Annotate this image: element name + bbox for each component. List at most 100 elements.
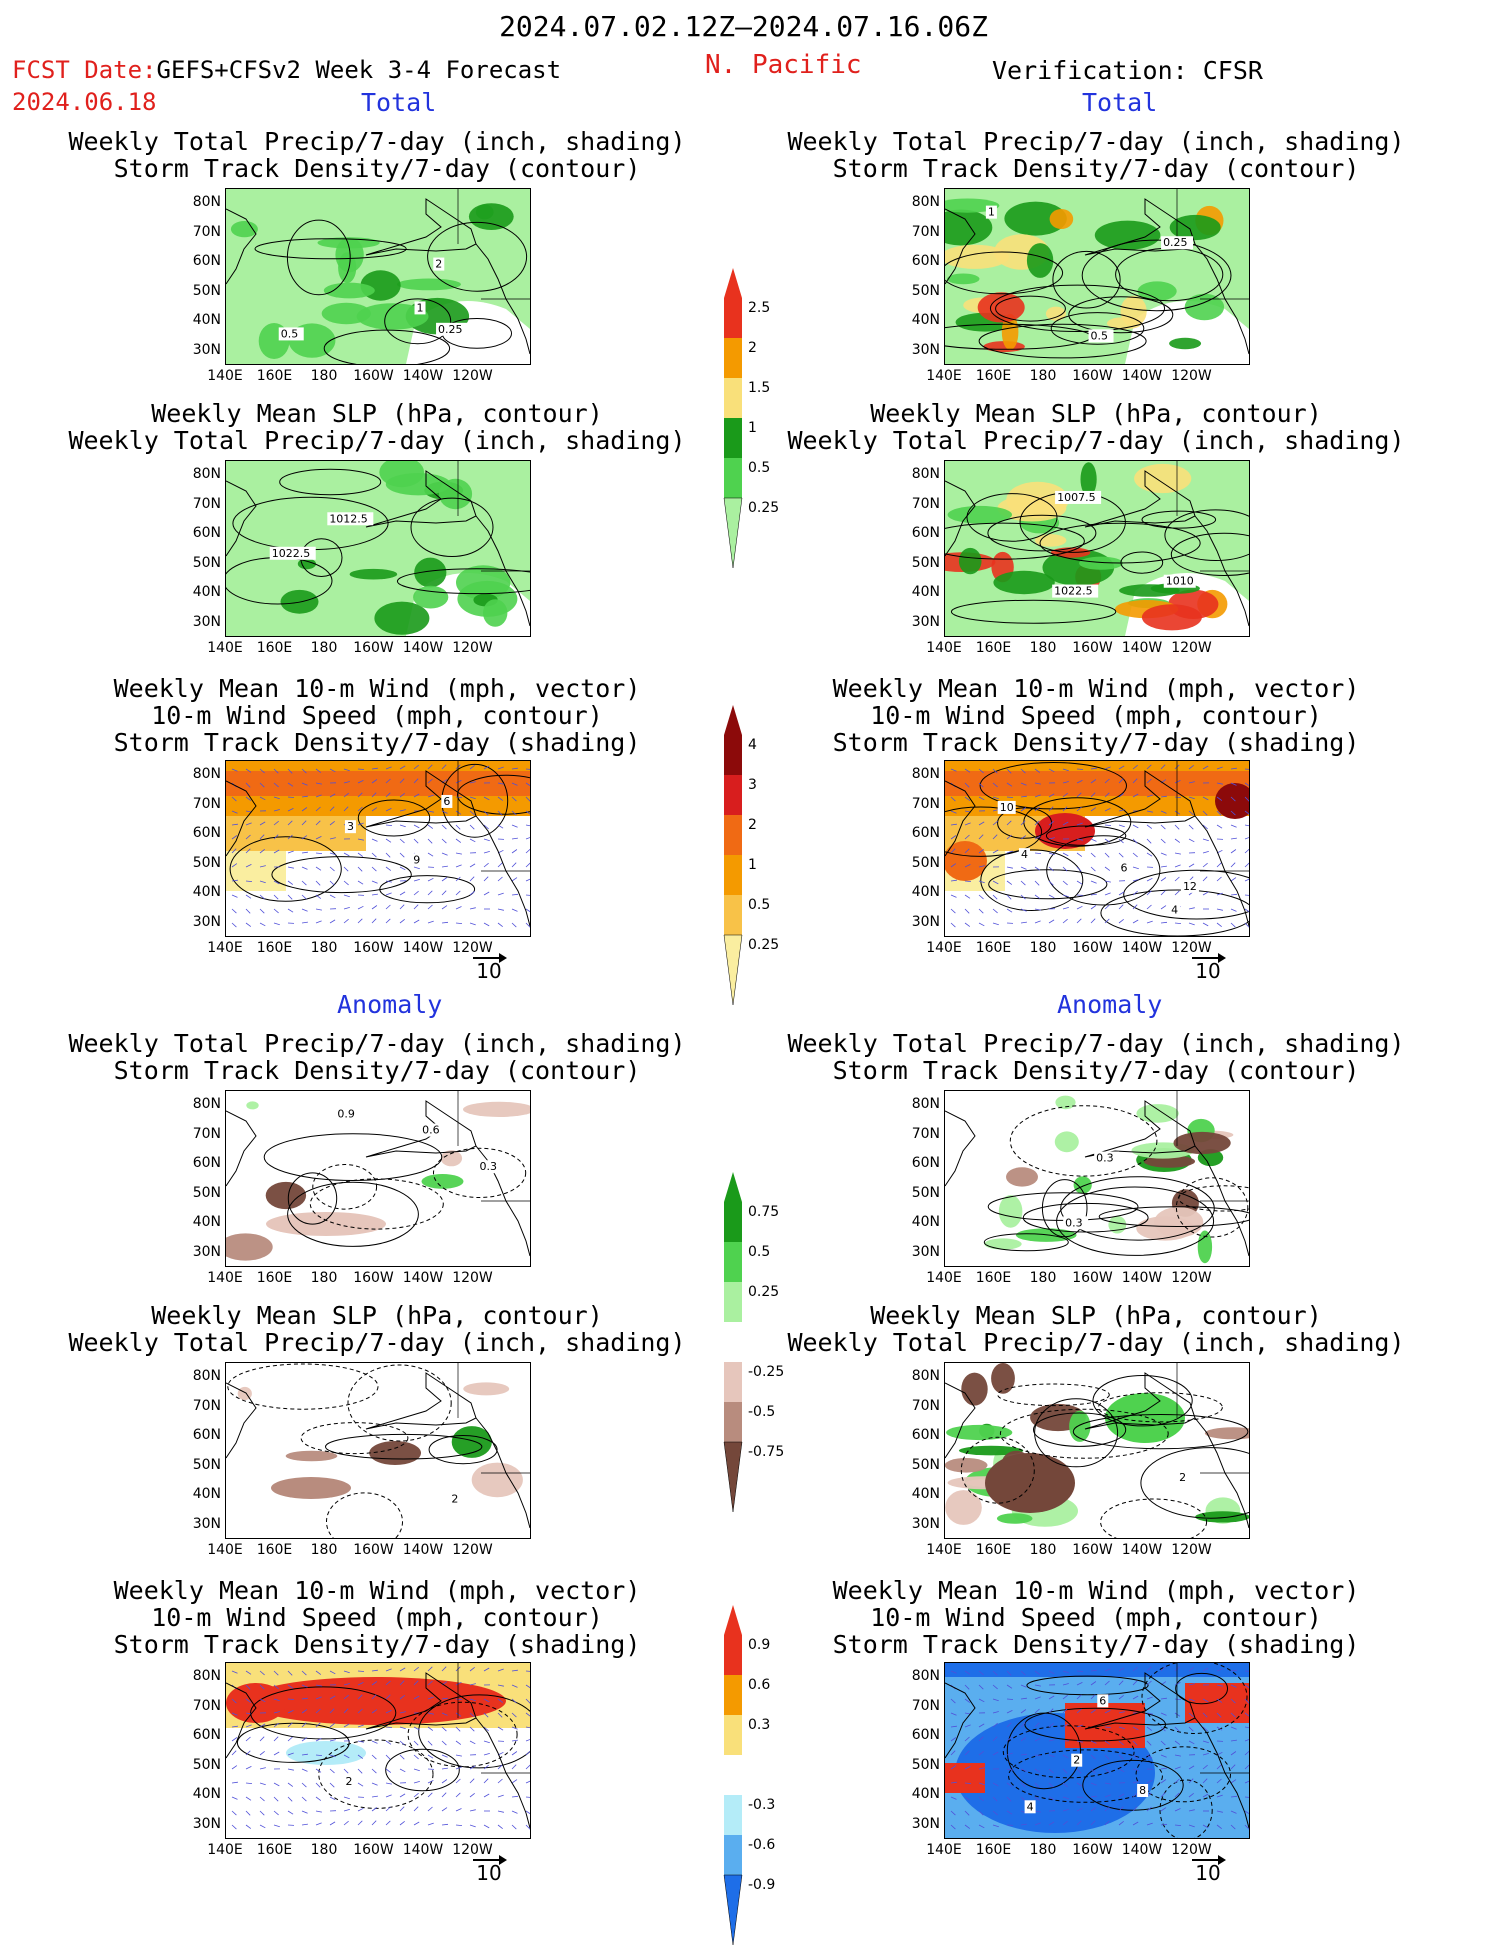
lat-tick-label: 70N	[900, 1698, 940, 1714]
lat-tick-label: 50N	[181, 1185, 221, 1201]
contour-label: 2	[435, 258, 442, 271]
colorbar-segment	[724, 1172, 742, 1202]
colorbar-label: 0.5	[748, 460, 770, 476]
lat-tick-label: 40N	[900, 1486, 940, 1502]
colorbar-label: -0.9	[748, 1877, 775, 1893]
lat-tick-label: 50N	[181, 283, 221, 299]
lat-tick-label: 40N	[181, 312, 221, 328]
lon-tick-label: 180	[299, 1270, 349, 1286]
contour-label: 6	[1120, 862, 1127, 875]
lat-tick-label: 80N	[900, 766, 940, 782]
panel-title-line: Weekly Total Precip/7-day (inch, shading…	[746, 1030, 1446, 1057]
contour-label: 8	[1139, 1784, 1146, 1797]
colorbar-label: 2	[748, 340, 757, 356]
lon-tick-label: 140W	[398, 1270, 448, 1286]
contour-label: 3	[347, 820, 354, 833]
colorbar-label: 4	[748, 737, 757, 753]
lon-tick-label: 160E	[250, 368, 300, 384]
colorbar-segment	[724, 338, 742, 378]
colorbar-segment	[724, 1322, 742, 1362]
colorbar-segment	[724, 1282, 742, 1322]
panel-title-line: Weekly Total Precip/7-day (inch, shading…	[746, 1329, 1446, 1356]
panel-title-line: Weekly Mean SLP (hPa, contour)	[27, 400, 727, 427]
colorbar-label: 1	[748, 857, 757, 873]
lat-tick-label: 60N	[900, 825, 940, 841]
contour-label: 2	[345, 1775, 352, 1788]
lon-tick-label: 120W	[1167, 368, 1217, 384]
lat-tick-label: 60N	[900, 1427, 940, 1443]
lon-tick-label: 140W	[398, 1542, 448, 1558]
lon-tick-label: 140W	[1117, 640, 1167, 656]
lat-tick-label: 50N	[181, 555, 221, 571]
lon-tick-label: 120W	[448, 1270, 498, 1286]
contour-label: 0.5	[1091, 329, 1109, 342]
verification-label: Verification: CFSR	[992, 56, 1263, 85]
lat-tick-label: 80N	[181, 1096, 221, 1112]
lon-tick-label: 120W	[448, 940, 498, 956]
map-panel: 2	[225, 1662, 531, 1839]
lat-tick-label: 80N	[900, 1668, 940, 1684]
lat-tick-label: 60N	[900, 1155, 940, 1171]
lat-tick-label: 70N	[900, 1398, 940, 1414]
colorbar-segment	[724, 855, 742, 895]
lat-tick-label: 70N	[900, 224, 940, 240]
contour-label: 10	[1000, 801, 1014, 814]
panel-title-line: Weekly Total Precip/7-day (inch, shading…	[746, 128, 1446, 155]
lat-tick-label: 80N	[900, 1368, 940, 1384]
panel-title-line: Weekly Total Precip/7-day (inch, shading…	[27, 1030, 727, 1057]
colorbar-label: 2	[748, 817, 757, 833]
vector-reference-arrow-icon	[473, 1859, 505, 1861]
panel-title-line: Storm Track Density/7-day (shading)	[746, 1631, 1446, 1658]
contour-label: 6	[1099, 1694, 1106, 1707]
lon-tick-label: 160W	[349, 640, 399, 656]
colorbar-label: 0.9	[748, 1637, 770, 1653]
lon-tick-label: 180	[299, 1842, 349, 1858]
colorbar-label: -0.6	[748, 1837, 775, 1853]
vector-reference-value: 10	[476, 959, 501, 983]
lat-tick-label: 80N	[900, 466, 940, 482]
lon-tick-label: 180	[299, 940, 349, 956]
colorbar-label: -0.75	[748, 1444, 784, 1460]
contour-label: 0.3	[480, 1160, 498, 1173]
date-range-title: 2024.07.02.12Z–2024.07.16.06Z	[0, 10, 1487, 43]
lon-tick-label: 120W	[1167, 1270, 1217, 1286]
vector-reference-arrow-icon	[1192, 1859, 1224, 1861]
lon-tick-label: 140E	[919, 640, 969, 656]
lat-tick-label: 30N	[181, 1516, 221, 1532]
lon-tick-label: 140W	[398, 1842, 448, 1858]
panel-title-line: Weekly Mean 10-m Wind (mph, vector)	[746, 675, 1446, 702]
lat-tick-label: 40N	[181, 1214, 221, 1230]
lon-tick-label: 180	[1018, 1542, 1068, 1558]
lat-tick-label: 60N	[181, 525, 221, 541]
lon-tick-label: 160W	[349, 1270, 399, 1286]
lat-tick-label: 30N	[900, 342, 940, 358]
contour-label: 0.9	[337, 1108, 355, 1121]
lat-tick-label: 80N	[181, 1368, 221, 1384]
vector-reference-arrow-icon	[473, 957, 505, 959]
lon-tick-label: 160E	[969, 1542, 1019, 1558]
map-panel: 2	[225, 1362, 531, 1539]
colorbar-segment	[724, 1755, 742, 1795]
panel-title-line: Weekly Mean 10-m Wind (mph, vector)	[746, 1577, 1446, 1604]
lon-tick-label: 160E	[969, 1270, 1019, 1286]
lon-tick-label: 140W	[1117, 940, 1167, 956]
colorbar-segment	[724, 1202, 742, 1242]
colorbar-segment	[724, 1635, 742, 1675]
colorbar-label: -0.3	[748, 1797, 775, 1813]
lat-tick-label: 80N	[900, 194, 940, 210]
colorbar-label: 2.5	[748, 300, 770, 316]
panel-title-line: Storm Track Density/7-day (contour)	[27, 1057, 727, 1084]
lat-tick-label: 30N	[181, 914, 221, 930]
lon-tick-label: 180	[1018, 1842, 1068, 1858]
lat-tick-label: 80N	[181, 766, 221, 782]
panel-title-line: Weekly Mean 10-m Wind (mph, vector)	[27, 675, 727, 702]
colorbar-precip-anom	[722, 1172, 744, 1516]
lat-tick-label: 60N	[181, 1155, 221, 1171]
lat-tick-label: 70N	[181, 496, 221, 512]
lon-tick-label: 140E	[919, 1270, 969, 1286]
lat-tick-label: 60N	[181, 1427, 221, 1443]
